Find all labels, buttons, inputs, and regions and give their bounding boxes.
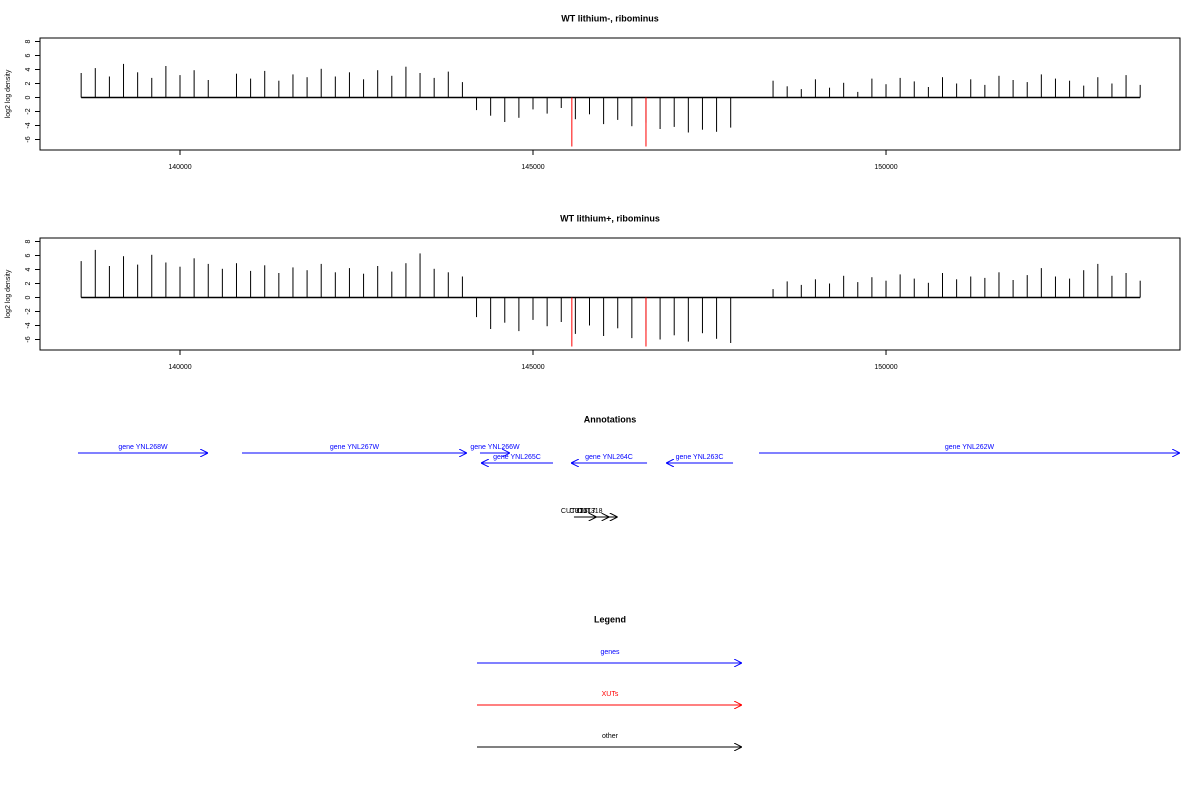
legend-label: genes [600, 649, 620, 656]
legend-label: other [602, 733, 619, 740]
y-tick-label: 6 [25, 253, 32, 257]
plot-frame [39, 237, 1181, 351]
chart-title: WT lithium-, ribominus [561, 13, 659, 23]
gene-label: gene YNL262W [945, 444, 995, 451]
y-tick-label: 4 [25, 267, 32, 271]
legend-label: XUTs [602, 691, 619, 698]
other-label: CUT318 [576, 508, 602, 515]
gene-label: gene YNL264C [585, 454, 633, 461]
y-tick-label: -6 [25, 136, 32, 142]
gene-label: gene YNL267W [330, 444, 380, 451]
y-tick-label: 2 [25, 281, 32, 285]
x-tick-label: 150000 [874, 164, 897, 171]
y-tick-label: 0 [25, 95, 32, 99]
annotations-title: Annotations [584, 414, 637, 424]
x-tick-label: 145000 [521, 364, 544, 371]
other-label: CUT316 [561, 508, 587, 515]
y-tick-label: 4 [25, 67, 32, 71]
gene-label: gene YNL266W [470, 444, 520, 451]
y-tick-label: -6 [25, 336, 32, 342]
y-tick-label: -2 [25, 308, 32, 314]
y-tick-label: 0 [25, 295, 32, 299]
gene-label: gene YNL268W [118, 444, 168, 451]
y-tick-label: 6 [25, 53, 32, 57]
y-axis-label: log2 log density [5, 69, 12, 118]
legend-title: Legend [594, 614, 626, 624]
y-tick-label: -2 [25, 108, 32, 114]
x-tick-label: 140000 [168, 164, 191, 171]
gene-label: gene YNL265C [493, 454, 541, 461]
other-label: CUT317 [569, 508, 595, 515]
y-tick-label: -4 [25, 122, 32, 128]
y-tick-label: -4 [25, 322, 32, 328]
y-tick-label: 8 [25, 239, 32, 243]
x-tick-label: 150000 [874, 364, 897, 371]
x-tick-label: 140000 [168, 364, 191, 371]
x-tick-label: 145000 [521, 164, 544, 171]
chart-title: WT lithium+, ribominus [560, 213, 660, 223]
gene-label: gene YNL263C [676, 454, 724, 461]
plot-frame [39, 37, 1181, 151]
y-tick-label: 2 [25, 81, 32, 85]
y-tick-label: 8 [25, 39, 32, 43]
y-axis-label: log2 log density [5, 269, 12, 318]
